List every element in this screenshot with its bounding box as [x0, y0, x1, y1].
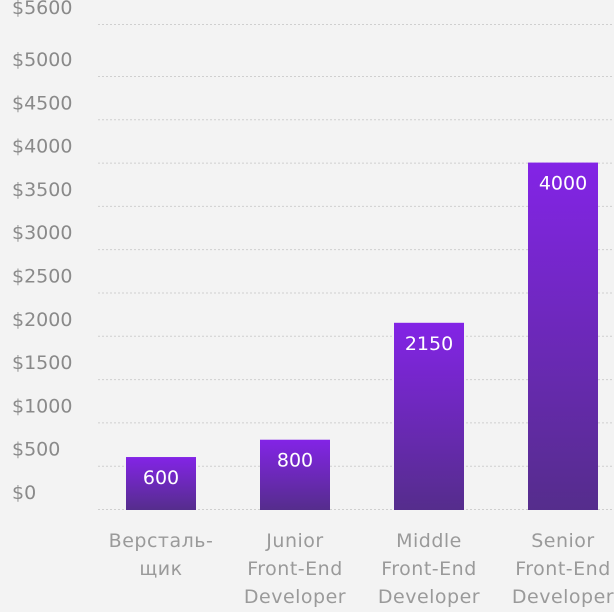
x-category-label-line: Front-End: [381, 558, 477, 580]
x-category-label: Senior Front-End Developer: [512, 530, 614, 608]
y-tick-label: $2500: [12, 265, 72, 287]
y-tick-label: $0: [12, 482, 36, 504]
y-tick-label: $3000: [12, 222, 72, 244]
x-category-label: Версталь-щик: [109, 530, 214, 580]
y-axis-ticks: $0 $500 $1000 $1500 $2000 $2500 $3000 $3500 $400…: [12, 0, 72, 504]
y-tick-label: $5000: [12, 49, 72, 71]
x-category-label-line: Front-End: [247, 558, 343, 580]
y-tick-label: $1000: [12, 395, 72, 417]
y-tick-label: $1500: [12, 352, 72, 374]
x-category-label-line: Developer: [378, 586, 480, 608]
x-category-label-line: Senior: [531, 530, 595, 552]
bar: [394, 322, 464, 510]
y-tick-label: $4500: [12, 92, 72, 114]
x-category-label-line: Developer: [244, 586, 346, 608]
y-tick-label: $5600: [12, 0, 72, 19]
x-category-label: Junior Front-End Developer: [244, 530, 346, 608]
x-category-label-line: Middle: [396, 530, 462, 552]
x-category-label-line: Junior: [265, 530, 323, 552]
y-tick-label: $500: [12, 439, 60, 461]
bar-value-label: 600: [143, 467, 179, 489]
y-tick-label: $3500: [12, 179, 72, 201]
bar-value-label: 800: [277, 450, 313, 472]
bar-value-label: 2150: [405, 333, 453, 355]
y-tick-label: $2000: [12, 309, 72, 331]
x-category-label-line: Developer: [512, 586, 614, 608]
bar: [260, 439, 330, 510]
bar: [126, 457, 196, 510]
y-tick-label: $4000: [12, 136, 72, 158]
bars: 600 800 2150 4000: [126, 162, 598, 511]
x-category-label-line: щик: [139, 558, 182, 580]
x-category-label: Middle Front-End Developer: [378, 530, 480, 608]
bar-value-label: 4000: [539, 173, 587, 195]
x-category-label-line: Версталь-: [109, 530, 214, 552]
x-category-label-line: Front-End: [515, 558, 611, 580]
bar: [528, 162, 598, 511]
